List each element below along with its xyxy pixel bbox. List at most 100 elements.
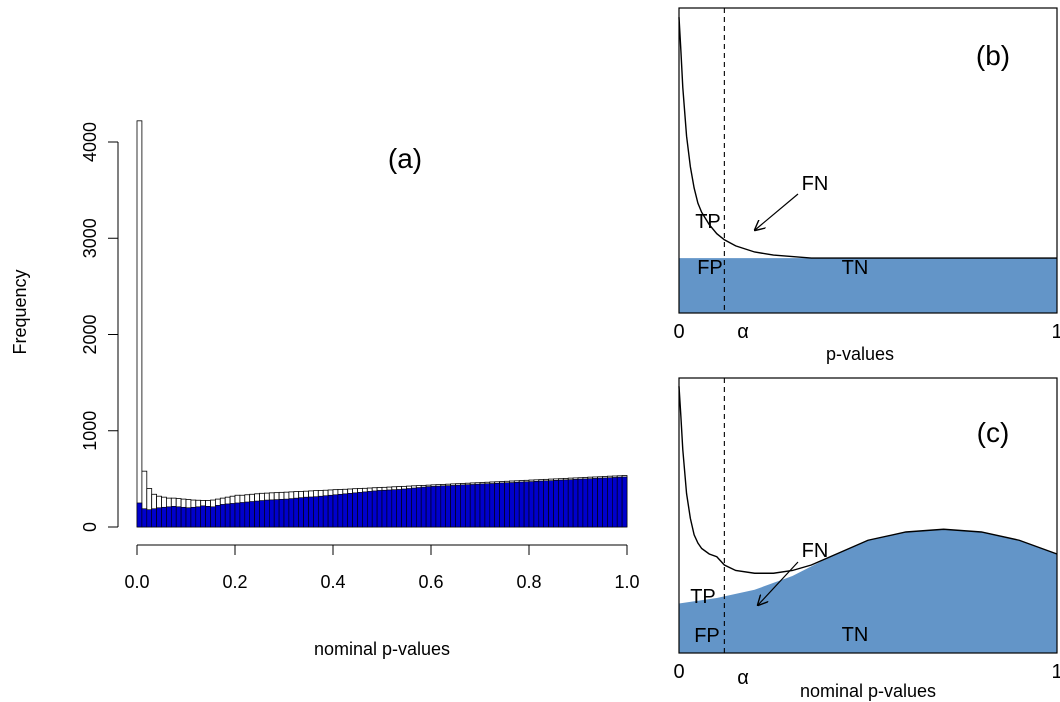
x-axis-label: nominal p-values xyxy=(314,639,450,659)
histogram-null-bar xyxy=(210,506,216,528)
histogram-null-bar xyxy=(420,486,427,528)
histogram-null-bar xyxy=(171,506,177,528)
histogram-null-bar xyxy=(464,484,471,528)
histogram-null-bar xyxy=(327,494,334,528)
histogram-null-bar xyxy=(435,485,442,528)
panel-c-density: (c) TP FN FP TN 0 α 1 nominal p-values xyxy=(673,377,1060,701)
histogram-null-bar xyxy=(376,490,383,528)
histogram-null-bar xyxy=(332,494,339,528)
plot-frame xyxy=(678,7,1058,314)
x-axis-label: nominal p-values xyxy=(800,681,936,701)
region-label-tp: TP xyxy=(695,211,721,233)
x-tick-label: α xyxy=(737,667,749,689)
histogram-null-bar xyxy=(342,493,348,528)
histogram-null-bar xyxy=(166,506,172,528)
x-tick-label: 0.4 xyxy=(320,572,345,592)
y-axis: 0 1000 2000 3000 4000 xyxy=(80,122,119,532)
histogram-null-bar xyxy=(538,480,544,528)
histogram-null-bar xyxy=(156,507,162,528)
plot-frame xyxy=(678,377,1058,654)
histogram-null-bar xyxy=(484,483,491,528)
histogram-null-bar xyxy=(479,483,486,528)
y-axis-label: Frequency xyxy=(10,269,30,354)
x-tick-label: 0.2 xyxy=(222,572,247,592)
histogram-null-bar xyxy=(616,476,623,528)
panel-b-density: (b) TP FN FP TN 0 α 1 p-values xyxy=(673,7,1060,364)
histogram-null-bar xyxy=(411,487,417,528)
null-density-area xyxy=(679,258,1057,313)
histogram-null-bar xyxy=(322,495,329,528)
region-label-fn: FN xyxy=(802,173,829,195)
histogram-null-bar xyxy=(224,503,231,528)
histogram-null-bar xyxy=(587,478,593,528)
histogram-null-bar xyxy=(229,503,236,528)
histogram-null-bar xyxy=(415,487,422,528)
pvalue-density-curve xyxy=(678,386,1058,574)
x-tick-label: α xyxy=(737,321,749,343)
fn-arrow xyxy=(758,561,799,605)
histogram-null-bar xyxy=(366,491,373,528)
histogram-null-bar xyxy=(533,480,540,528)
histogram-null-bar xyxy=(136,502,143,528)
histogram-null-bars xyxy=(136,476,628,528)
histogram-null-bar xyxy=(430,486,437,528)
histogram-null-bar xyxy=(264,499,270,528)
histogram-null-bar xyxy=(445,485,451,528)
x-tick-label: 0 xyxy=(673,661,684,683)
histogram-null-bar xyxy=(190,506,197,528)
region-label-fp: FP xyxy=(694,625,720,647)
x-tick-label: 0 xyxy=(673,321,684,343)
histogram-null-bar xyxy=(513,481,520,528)
x-tick-label: 0.0 xyxy=(124,572,149,592)
histogram-null-bar xyxy=(362,491,368,528)
panel-label: (a) xyxy=(388,143,422,174)
region-label-fn: FN xyxy=(802,540,829,562)
histogram-null-bar xyxy=(195,506,202,528)
histogram-null-bar xyxy=(185,507,192,528)
histogram-null-bar xyxy=(425,486,432,528)
histogram-null-bar xyxy=(543,480,549,528)
y-tick-label: 4000 xyxy=(80,122,100,162)
histogram-null-bar xyxy=(489,483,495,528)
histogram-null-bar xyxy=(597,477,603,528)
histogram-null-bar xyxy=(558,479,564,528)
histogram-null-bar xyxy=(283,498,290,528)
histogram-null-bar xyxy=(386,489,393,528)
histogram-null-bar xyxy=(509,482,515,528)
histogram-null-bar xyxy=(180,506,187,528)
histogram-null-bar xyxy=(396,489,402,528)
histogram-null-bar xyxy=(548,480,554,528)
histogram-null-bar xyxy=(259,500,265,528)
histogram-total-bars xyxy=(136,120,628,528)
histogram-null-bar xyxy=(298,497,304,528)
histogram-null-bar xyxy=(460,484,466,528)
histogram-null-bar xyxy=(244,501,251,528)
y-tick-label: 1000 xyxy=(80,411,100,451)
histogram-null-bar xyxy=(523,481,530,528)
histogram-null-bar xyxy=(391,489,397,528)
histogram-bar xyxy=(136,120,143,528)
histogram-null-bar xyxy=(607,477,613,528)
histogram-null-bar xyxy=(352,492,358,528)
histogram-null-bar xyxy=(308,496,314,528)
histogram-null-bar xyxy=(249,501,255,528)
histogram-null-bar xyxy=(455,484,461,528)
histogram-null-bar xyxy=(293,497,299,528)
histogram-null-bar xyxy=(381,489,388,528)
histogram-null-bar xyxy=(611,477,618,528)
x-axis-label: p-values xyxy=(826,344,894,364)
null-density-area xyxy=(679,529,1057,653)
histogram-null-bar xyxy=(273,499,280,528)
histogram-null-bar xyxy=(313,496,319,528)
y-tick-label: 0 xyxy=(80,522,100,532)
x-axis: 0.0 0.2 0.4 0.6 0.8 1.0 xyxy=(124,544,640,592)
histogram-null-bar xyxy=(577,478,584,528)
histogram-null-bar xyxy=(357,492,363,528)
histogram-null-bar xyxy=(582,478,589,528)
histogram-null-bar xyxy=(337,493,344,528)
histogram-null-bar xyxy=(200,505,206,528)
x-tick-label: 1 xyxy=(1051,661,1060,683)
histogram-null-bar xyxy=(317,495,324,528)
histogram-null-bar xyxy=(254,500,260,528)
